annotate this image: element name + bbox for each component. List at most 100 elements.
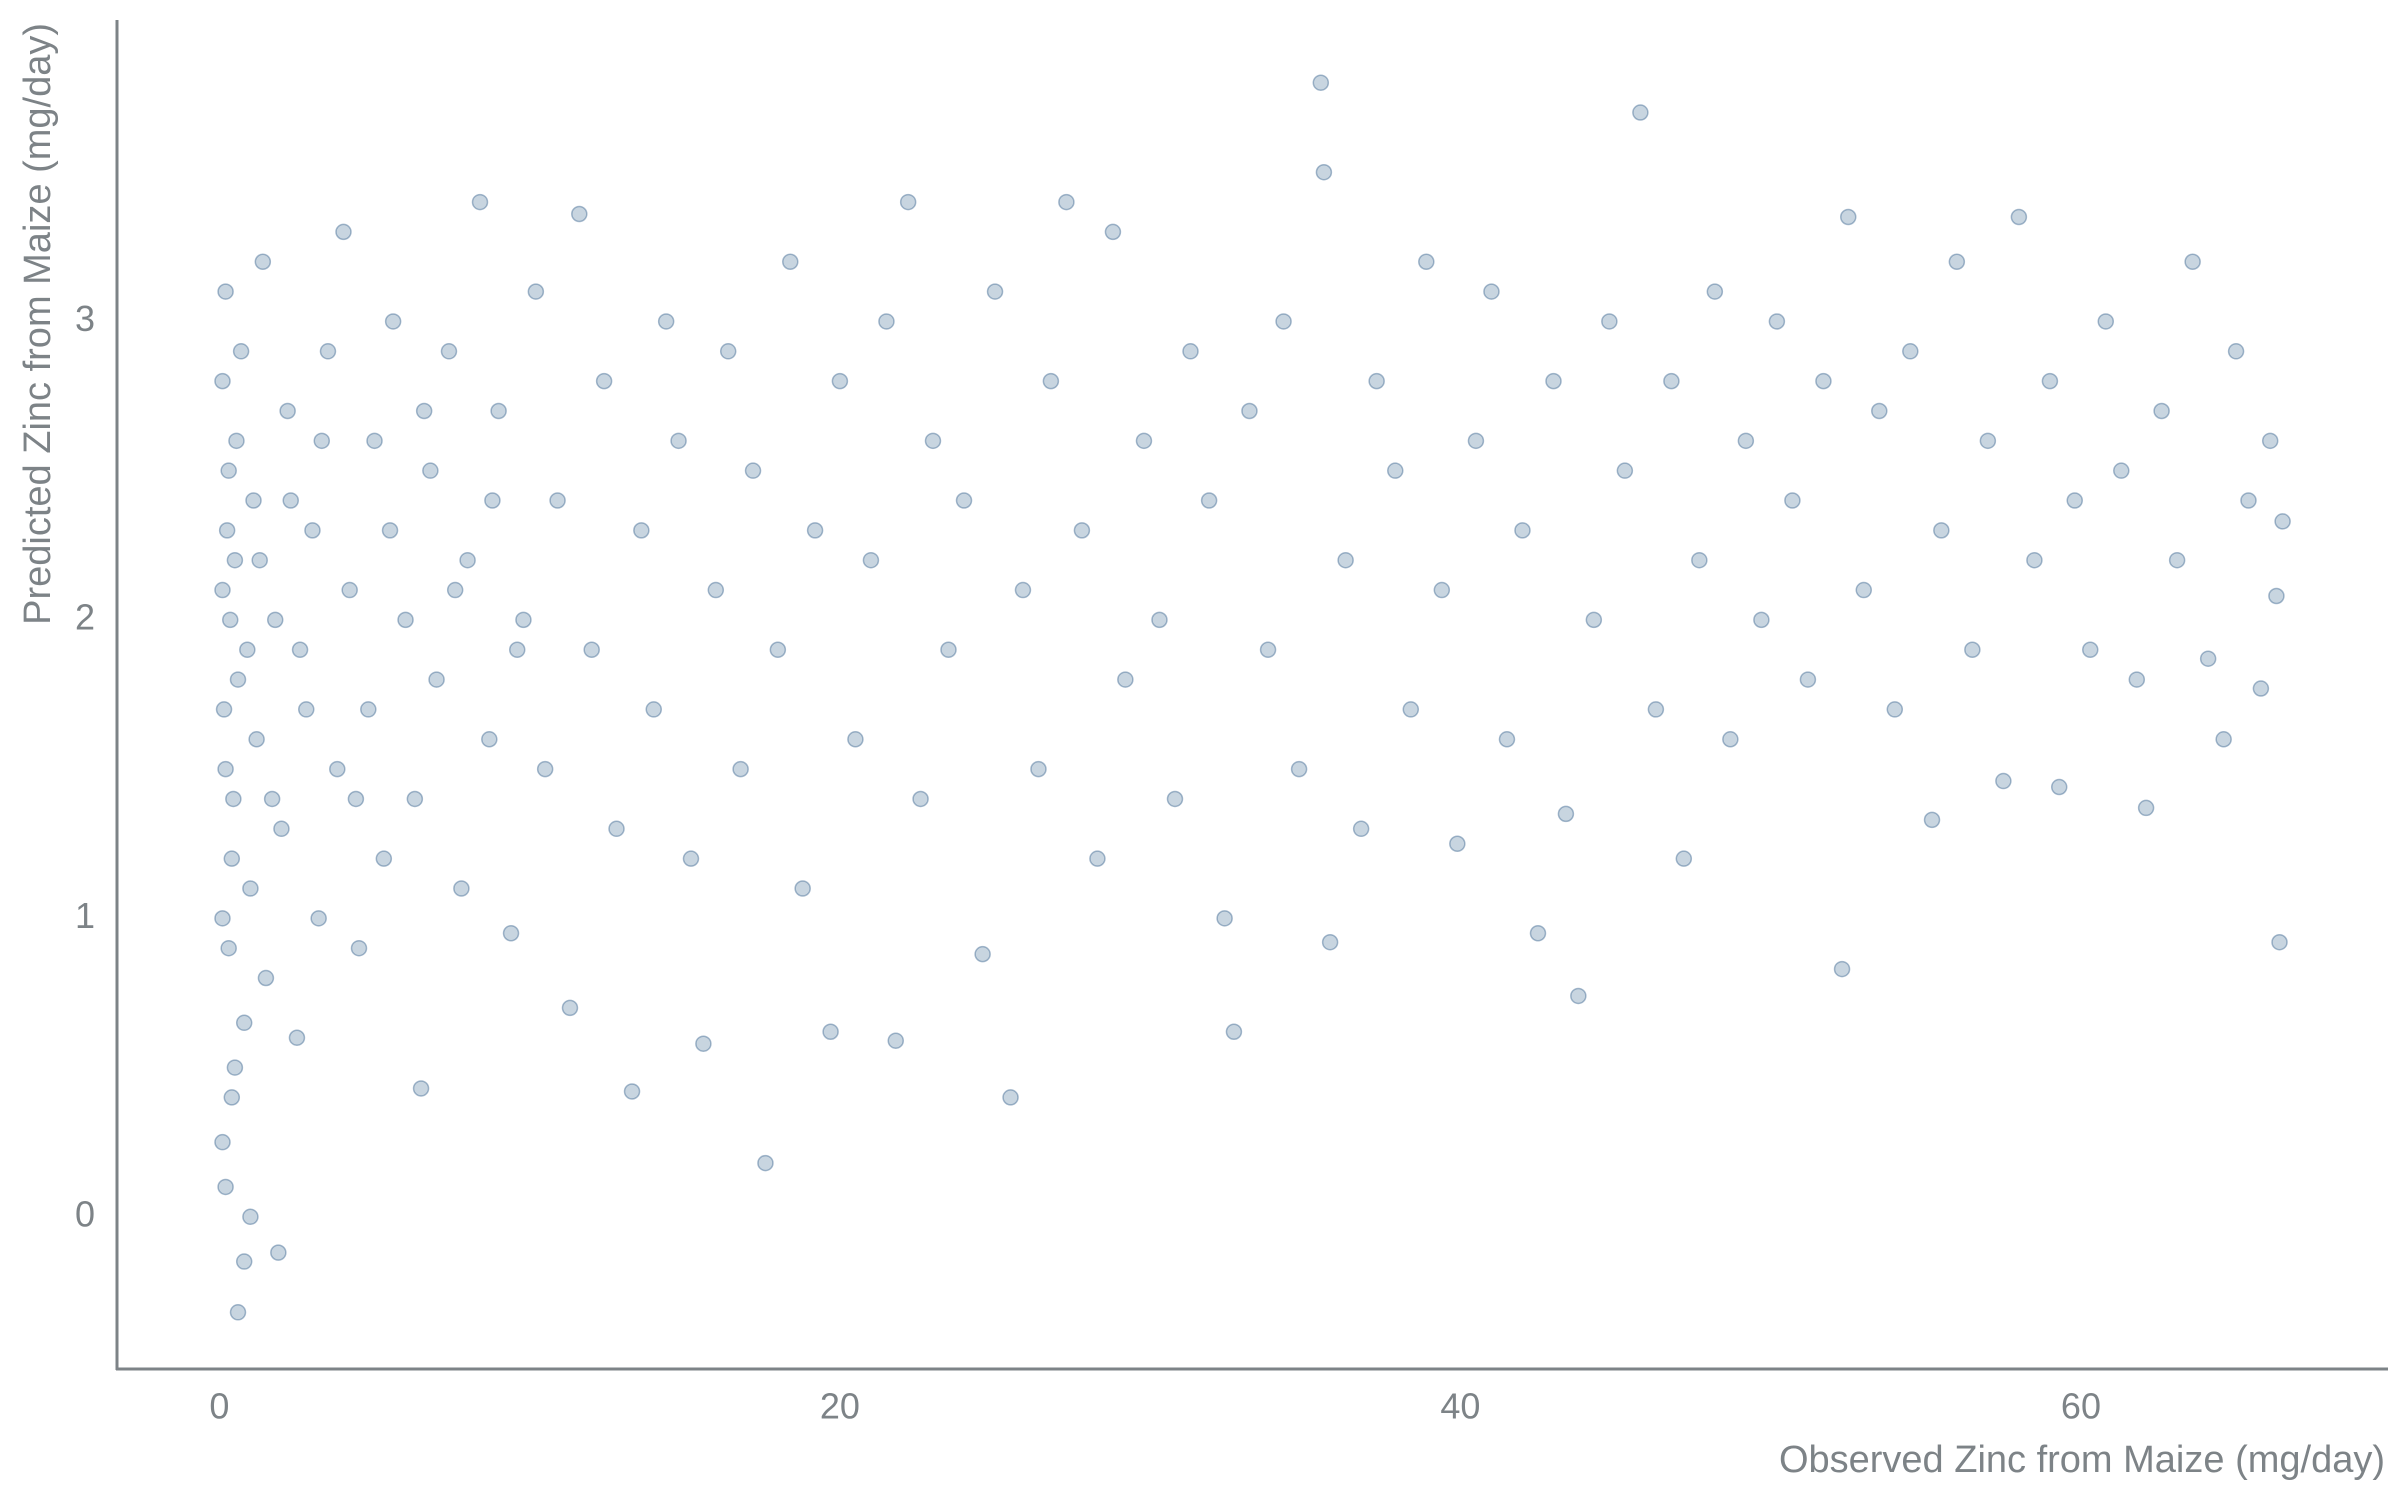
point [757, 1154, 774, 1172]
point [1557, 805, 1575, 823]
point [769, 641, 787, 658]
point [527, 283, 545, 300]
point [235, 1253, 253, 1270]
point [1840, 208, 1857, 226]
point [2184, 253, 2201, 271]
point [446, 581, 464, 599]
point [1722, 731, 1739, 748]
point [406, 790, 424, 808]
point [1647, 701, 1665, 718]
point [248, 731, 265, 748]
point [341, 581, 358, 599]
point [245, 492, 262, 509]
x-tick-label: 20 [820, 1386, 860, 1427]
point [515, 611, 532, 629]
point [1933, 522, 1950, 539]
point [1784, 492, 1801, 509]
point [1241, 402, 1258, 420]
point [549, 492, 566, 509]
point [1321, 933, 1339, 951]
point [887, 1032, 905, 1049]
point [657, 313, 675, 330]
point [595, 372, 613, 390]
point [215, 701, 233, 718]
point [1030, 760, 1047, 778]
point [220, 939, 237, 957]
point [1352, 820, 1370, 838]
point [955, 492, 973, 509]
point [1706, 283, 1724, 300]
point [217, 1178, 234, 1196]
point [1216, 910, 1233, 927]
point [350, 939, 368, 957]
y-axis-title: Predicted Zinc from Maize (mg/day) [17, 23, 59, 625]
point [263, 790, 281, 808]
point [899, 193, 917, 211]
point [1418, 253, 1435, 271]
point [1449, 835, 1466, 852]
point [1275, 313, 1292, 330]
point [862, 551, 880, 569]
point [2252, 680, 2270, 697]
point [1529, 925, 1547, 942]
point [1923, 811, 1941, 829]
point [223, 850, 241, 867]
point [1290, 760, 1308, 778]
point [822, 1023, 839, 1041]
point [1483, 283, 1500, 300]
point [707, 581, 725, 599]
point [670, 432, 687, 450]
point [291, 641, 309, 658]
point [1855, 581, 1873, 599]
point [508, 641, 526, 658]
point [1545, 372, 1562, 390]
point [313, 432, 331, 450]
point [232, 343, 250, 360]
x-tick-label: 0 [209, 1386, 229, 1427]
point [732, 760, 749, 778]
point [1570, 987, 1587, 1005]
point [1467, 432, 1485, 450]
point [228, 432, 245, 450]
point [1387, 462, 1404, 479]
point [924, 432, 942, 450]
x-tick-label: 60 [2061, 1386, 2101, 1427]
point [1815, 372, 1832, 390]
point [536, 760, 554, 778]
point [1585, 611, 1603, 629]
x-axis-title: Observed Zinc from Maize (mg/day) [1779, 1439, 2385, 1481]
point [2137, 799, 2155, 817]
point [1042, 372, 1060, 390]
point [217, 760, 234, 778]
point [1225, 1023, 1243, 1041]
point [2268, 587, 2285, 605]
point [428, 671, 445, 688]
point [2215, 731, 2232, 748]
point [235, 1014, 253, 1032]
point [1315, 163, 1333, 181]
point [226, 1059, 244, 1076]
point [251, 551, 268, 569]
point [471, 193, 489, 211]
point [217, 283, 234, 300]
point [218, 522, 236, 539]
point [221, 611, 239, 629]
point [1691, 551, 1708, 569]
point [257, 969, 275, 987]
point [288, 1029, 306, 1046]
point [878, 313, 895, 330]
point [1166, 790, 1184, 808]
point [2274, 513, 2291, 530]
point [490, 402, 507, 420]
points [214, 74, 2291, 1321]
point [2153, 402, 2170, 420]
point [1200, 492, 1218, 509]
point [1433, 581, 1451, 599]
point [682, 850, 700, 867]
point [1995, 772, 2012, 790]
point [481, 731, 498, 748]
point [1886, 701, 1904, 718]
point [1833, 960, 1851, 978]
point [1768, 313, 1786, 330]
point [1498, 731, 1516, 748]
